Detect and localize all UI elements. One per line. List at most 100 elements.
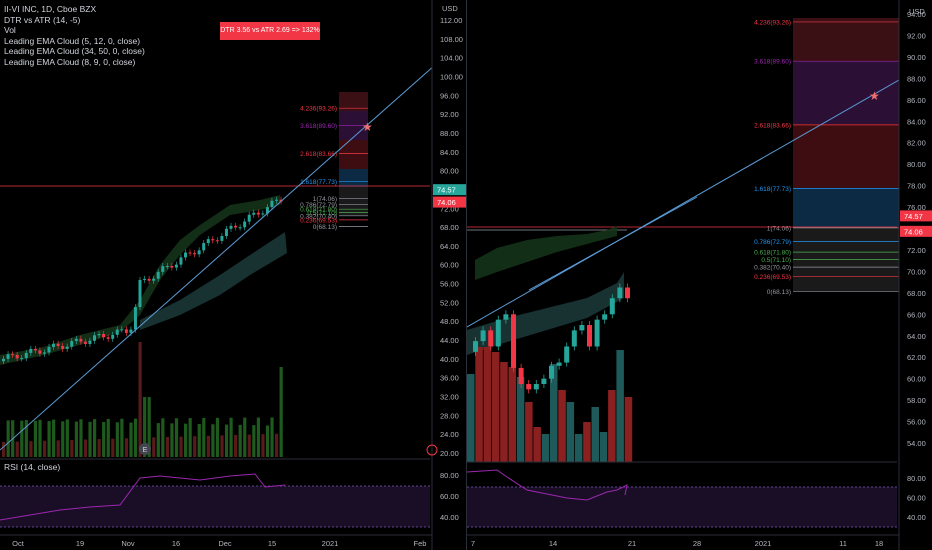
left-rsi-label[interactable]: RSI (14, close) xyxy=(4,462,61,472)
right-price-tick: 62.00 xyxy=(907,353,926,362)
left-candle-body xyxy=(143,278,147,280)
right-candle-body xyxy=(609,298,615,315)
right-price-tick: 60.00 xyxy=(907,375,926,384)
right-target-star-icon[interactable]: ★ xyxy=(869,89,880,103)
left-fib-zone xyxy=(339,169,368,187)
left-fib-label: 0.618(71.80) xyxy=(300,207,337,214)
right-fib-zone xyxy=(793,61,899,124)
left-price-ticks: 112.00 108.00 104.00 100.00 96.00 92.00 88.00 8… xyxy=(440,16,463,522)
right-fib-label: 1(74.06) xyxy=(767,225,791,232)
right-price-tick: 70.00 xyxy=(907,267,926,276)
left-earnings-icon[interactable] xyxy=(139,443,151,455)
left-volume-bar xyxy=(165,436,169,457)
left-volume-bar xyxy=(170,423,174,457)
right-volume-bar xyxy=(508,367,516,462)
left-chart-canvas[interactable]: 4.236(93.26) 3.618(89.60) 2.618(83.66) 1.61… xyxy=(0,0,466,550)
left-scroll-marker-icon[interactable] xyxy=(426,444,438,456)
left-candle-body xyxy=(156,271,160,279)
left-volume-bar xyxy=(93,419,97,457)
left-volume-bar xyxy=(15,441,19,457)
right-candle-body xyxy=(571,330,577,347)
left-price-tick: 28.00 xyxy=(440,411,459,420)
left-price-badge-label: 74.06 xyxy=(437,198,456,207)
left-volume-bar xyxy=(106,418,110,457)
right-time-axis[interactable]: 7 14 21 28 2021 11 18 xyxy=(471,539,883,548)
legend-dtr[interactable]: DTR vs ATR (14, -5) xyxy=(4,14,81,25)
left-price-axis[interactable] xyxy=(432,0,466,550)
left-rsi-line xyxy=(0,473,286,521)
left-candle-body xyxy=(238,227,242,229)
right-chart-canvas[interactable]: 4.236(93.26) 3.618(89.60) 2.618(83.66) 1.61… xyxy=(467,0,932,550)
left-target-star-icon[interactable]: ★ xyxy=(362,120,373,134)
right-fib-label: 4.236(93.26) xyxy=(754,19,791,26)
left-volume-bar xyxy=(206,435,210,457)
left-fib-label: 1.618(77.73) xyxy=(300,179,337,186)
legend-ema-cloud-2[interactable]: Leading EMA Cloud (34, 50, 0, close) xyxy=(4,46,145,57)
left-volume-bar xyxy=(115,422,119,457)
right-rsi-tick: 80.00 xyxy=(907,474,926,483)
right-volume-bar xyxy=(533,427,541,462)
left-time-axis[interactable]: Oct 19 Nov 16 Dec 15 2021 Feb xyxy=(12,539,426,548)
right-price-axis[interactable] xyxy=(899,0,932,550)
right-rsi-line xyxy=(467,469,628,501)
left-candle-body xyxy=(15,354,19,359)
right-candle-body xyxy=(495,319,501,347)
left-price-tick: 52.00 xyxy=(440,298,459,307)
legend-vol[interactable]: Vol xyxy=(4,25,16,36)
left-volume-bar xyxy=(83,439,88,457)
left-volume-bar xyxy=(270,417,274,457)
right-volume-bar xyxy=(550,364,558,462)
right-price-tick: 94.00 xyxy=(907,10,926,19)
left-price-tick: 100.00 xyxy=(440,72,463,81)
right-volume-bar xyxy=(483,347,492,462)
left-time-label: Nov xyxy=(121,539,135,548)
left-time-label: 16 xyxy=(172,539,180,548)
left-volume-bar xyxy=(275,433,279,457)
right-price-tick: 56.00 xyxy=(907,418,926,427)
right-fib-label: 2.618(83.66) xyxy=(754,122,791,129)
right-volume-bars xyxy=(467,347,633,462)
left-trendline[interactable] xyxy=(0,64,436,451)
right-fib-zone xyxy=(793,227,899,291)
right-trendline-main[interactable] xyxy=(467,79,900,328)
left-volume-bar xyxy=(179,436,183,457)
right-candle-body xyxy=(587,325,592,347)
legend-symbol[interactable]: II-VI INC, 1D, Cboe BZX xyxy=(4,4,97,14)
left-volume-bar xyxy=(74,421,78,457)
left-volume-bar xyxy=(256,417,260,457)
legend-ema-cloud-1[interactable]: Leading EMA Cloud (5, 12, 0, close) xyxy=(4,35,141,46)
left-fib-label: 0(68.13) xyxy=(313,224,337,231)
left-volume-bar xyxy=(70,439,74,457)
right-price-tick: 64.00 xyxy=(907,332,926,341)
right-price-tick: 68.00 xyxy=(907,289,926,298)
right-chart-pane[interactable]: 4.236(93.26) 3.618(89.60) 2.618(83.66) 1.61… xyxy=(466,0,932,550)
left-time-label: 2021 xyxy=(322,539,339,548)
right-price-tick: 86.00 xyxy=(907,96,926,105)
left-candle-body xyxy=(42,352,46,354)
left-volume-bar xyxy=(29,441,33,457)
left-price-tick: 60.00 xyxy=(440,261,459,270)
left-candle-body xyxy=(93,335,96,341)
left-candle-body xyxy=(79,338,83,342)
left-volume-bar xyxy=(156,423,160,457)
left-candle-body xyxy=(234,225,238,228)
left-volume-bar xyxy=(102,422,106,457)
left-volume-bar xyxy=(220,435,224,457)
right-rsi-band xyxy=(467,487,897,527)
left-price-badge xyxy=(433,184,466,196)
left-fib-zone xyxy=(339,92,368,111)
right-volume-bar xyxy=(591,407,599,462)
right-volume-bar xyxy=(500,362,508,462)
left-price-tick: 112.00 xyxy=(440,16,462,25)
left-volume-bar xyxy=(211,424,215,457)
left-volume-bar xyxy=(124,438,129,457)
right-trendline-inner[interactable] xyxy=(528,196,698,291)
left-fib-zones xyxy=(339,92,368,216)
right-price-tick: 54.00 xyxy=(907,439,926,448)
left-volume-bar xyxy=(38,419,42,457)
left-chart-pane[interactable]: 4.236(93.26) 3.618(89.60) 2.618(83.66) 1.61… xyxy=(0,0,466,550)
right-volume-bar xyxy=(516,377,525,462)
left-volume-bar xyxy=(129,422,133,457)
legend-ema-cloud-3[interactable]: Leading EMA Cloud (8, 9, 0, close) xyxy=(4,56,136,67)
right-volume-bar xyxy=(467,374,475,462)
